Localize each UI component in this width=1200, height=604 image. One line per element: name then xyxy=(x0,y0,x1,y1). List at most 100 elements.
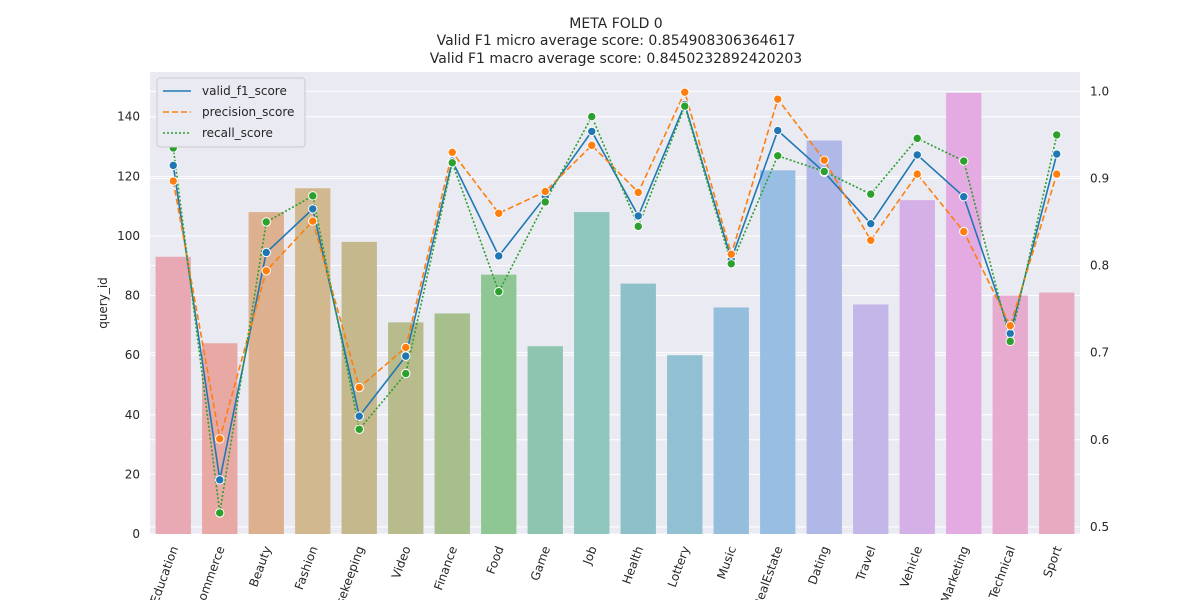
point-valid-f1-score xyxy=(354,411,364,421)
point-valid-f1-score xyxy=(866,219,876,229)
bars xyxy=(155,92,1075,535)
point-valid-f1-score xyxy=(587,126,597,137)
point-valid-f1-score xyxy=(912,150,922,160)
bar-food xyxy=(481,274,517,534)
point-precision-score xyxy=(1052,169,1062,179)
x-tick-label-lottery: Lottery xyxy=(665,544,693,589)
y-axis-label: query_id xyxy=(96,277,110,329)
x-tick-label-finance: Finance xyxy=(431,544,460,592)
x-tick-label-game: Game xyxy=(528,544,553,582)
y-tick-label: 60 xyxy=(125,348,140,362)
point-recall-score xyxy=(819,166,829,177)
bar-fashion xyxy=(295,188,331,534)
point-recall-score xyxy=(959,156,969,166)
point-valid-f1-score xyxy=(261,247,271,258)
point-precision-score xyxy=(215,434,225,444)
point-precision-score xyxy=(680,87,690,97)
x-tick-label-housekeeping: Housekeeping xyxy=(325,544,367,600)
point-precision-score xyxy=(819,155,829,165)
point-recall-score xyxy=(1005,336,1015,347)
bar-marketing xyxy=(946,92,982,535)
point-recall-score xyxy=(680,101,690,111)
point-precision-score xyxy=(773,94,783,104)
point-precision-score xyxy=(1005,320,1015,331)
x-tick-label-vehicle: Vehicle xyxy=(897,544,925,589)
point-recall-score xyxy=(912,133,922,144)
point-recall-score xyxy=(773,151,783,161)
point-precision-score xyxy=(540,186,550,197)
chart-title-line-2: Valid F1 micro average score: 0.85490830… xyxy=(437,33,796,49)
bar-music xyxy=(713,307,749,534)
point-recall-score xyxy=(261,217,271,227)
point-valid-f1-score xyxy=(308,204,318,214)
x-tick-label-ecommerce: Ecommerce xyxy=(190,544,227,600)
point-valid-f1-score xyxy=(494,251,504,261)
y2-tick-label: 1.0 xyxy=(1090,84,1109,98)
point-recall-score xyxy=(726,259,736,269)
x-tick-label-food: Food xyxy=(484,544,507,576)
x-tick-label-dating: Dating xyxy=(805,544,832,586)
point-valid-f1-score xyxy=(401,351,411,361)
y-tick-label: 40 xyxy=(125,408,140,422)
point-precision-score xyxy=(726,249,736,259)
y-tick-label: 120 xyxy=(117,169,140,183)
point-precision-score xyxy=(587,140,597,151)
y-tick-label: 80 xyxy=(125,289,140,303)
bar-vehicle xyxy=(899,200,935,535)
point-precision-score xyxy=(494,208,504,218)
point-precision-score xyxy=(354,382,364,393)
y-tick-label: 140 xyxy=(117,110,140,124)
legend-box xyxy=(156,77,306,148)
y2-tick-label: 0.5 xyxy=(1090,520,1109,534)
point-recall-score xyxy=(308,191,318,201)
point-precision-score xyxy=(912,169,922,179)
y2-tick-label: 0.9 xyxy=(1090,171,1109,185)
x-tick-label-music: Music xyxy=(714,544,739,581)
y-tick-label: 0 xyxy=(132,527,140,541)
x-axis-ticks: Education Ecommerce Beauty Fashion Housekeep… xyxy=(148,544,1065,604)
bar-education xyxy=(155,256,191,534)
chart-title-line-3: Valid F1 macro average score: 0.84502328… xyxy=(430,51,802,67)
line-valid-f1-score xyxy=(172,102,1058,480)
point-precision-score xyxy=(261,266,271,276)
point-valid-f1-score xyxy=(168,160,178,171)
legend-label-valid-f1-score: valid_f1_score xyxy=(202,84,287,98)
point-precision-score xyxy=(401,342,411,353)
x-tick-label-marketing: Marketing xyxy=(938,544,972,600)
point-precision-score xyxy=(308,216,318,226)
point-recall-score xyxy=(1052,130,1062,140)
point-precision-score xyxy=(447,147,457,158)
bar-job xyxy=(574,212,610,534)
x-tick-label-travel: Travel xyxy=(853,544,879,583)
left-axis-ticks: 0 20 40 60 80 100 120 140 xyxy=(117,110,140,541)
bar-health xyxy=(620,283,656,534)
x-tick-label-sport: Sport xyxy=(1040,544,1064,579)
x-tick-label-video: Video xyxy=(389,544,414,580)
point-recall-score xyxy=(401,368,411,379)
series-lines xyxy=(168,87,1062,518)
point-precision-score xyxy=(959,226,969,237)
bar-realestate xyxy=(760,170,796,534)
point-recall-score xyxy=(633,221,643,232)
point-valid-f1-score xyxy=(773,125,783,136)
point-valid-f1-score xyxy=(959,192,969,202)
x-tick-label-education: Education xyxy=(148,544,182,600)
x-tick-label-fashion: Fashion xyxy=(292,544,321,591)
point-recall-score xyxy=(494,286,504,297)
point-valid-f1-score xyxy=(1005,328,1015,339)
bar-finance xyxy=(434,313,470,534)
point-valid-f1-score xyxy=(1052,149,1062,159)
x-tick-label-health: Health xyxy=(619,544,646,586)
point-valid-f1-score xyxy=(215,475,225,485)
y-tick-label: 20 xyxy=(125,467,140,481)
x-tick-label-job: Job xyxy=(580,544,600,567)
line-precision-score xyxy=(172,89,1058,440)
x-tick-label-technical: Technical xyxy=(986,544,1018,600)
point-precision-score xyxy=(633,187,643,198)
bar-travel xyxy=(853,304,889,534)
point-precision-score xyxy=(168,176,178,186)
bar-game xyxy=(527,346,563,534)
bar-beauty xyxy=(248,212,284,534)
point-recall-score xyxy=(866,189,876,199)
